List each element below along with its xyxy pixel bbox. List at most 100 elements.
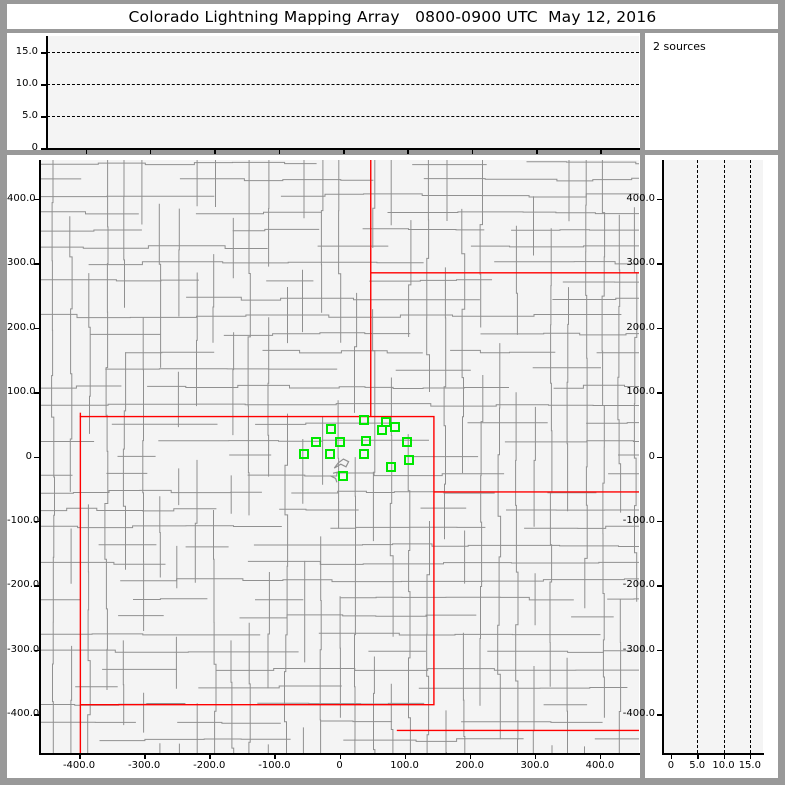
source-marker	[401, 437, 412, 448]
x-tick-label: 400.0	[585, 760, 615, 771]
x-tick-label: -400.0	[62, 760, 96, 771]
plan-view-map-panel: -400.0 -300.0 -200.0 -100.0 0 100.0 200.0 300.0…	[7, 155, 640, 778]
y-tick-label: -200.0	[622, 579, 655, 591]
y-tick-label: 300.0	[7, 257, 36, 269]
x-tick-label: -300.0	[128, 760, 161, 771]
gridline-vertical	[723, 160, 725, 753]
source-count-label: 2 sources	[653, 40, 706, 53]
height-histogram-plot-area[interactable]	[663, 160, 763, 753]
x-tick-label: 0	[667, 760, 675, 771]
x-tick	[214, 148, 216, 154]
source-marker	[390, 421, 401, 432]
source-marker	[404, 454, 415, 465]
x-tick-label: 10.0	[712, 760, 735, 771]
y-tick-label: 400.0	[626, 192, 655, 204]
y-tick-label: 5.0	[22, 110, 38, 121]
y-tick	[657, 327, 663, 330]
x-tick-label: 200.0	[455, 760, 485, 771]
x-tick-label: -200.0	[193, 760, 226, 771]
source-marker	[361, 436, 372, 447]
y-tick	[41, 116, 47, 118]
source-marker	[359, 448, 370, 459]
y-tick-label: -200.0	[7, 579, 40, 591]
source-marker	[385, 462, 396, 473]
y-tick	[657, 456, 663, 458]
time-height-y-axis	[46, 36, 48, 148]
source-marker	[326, 424, 337, 435]
x-tick	[404, 753, 407, 759]
x-tick	[343, 148, 345, 154]
y-tick-label: -100.0	[7, 514, 40, 526]
y-tick-label: 200.0	[626, 321, 655, 333]
source-marker	[359, 414, 370, 425]
y-tick	[34, 392, 40, 394]
y-tick-label: 200.0	[7, 321, 36, 333]
y-tick	[41, 148, 47, 150]
y-tick-label: 15.0	[15, 46, 38, 57]
time-height-plot-area[interactable]	[47, 36, 639, 148]
source-count-panel: 2 sources	[645, 33, 778, 150]
x-tick	[600, 148, 602, 154]
y-tick-label: 0	[648, 450, 655, 462]
x-tick	[144, 753, 146, 759]
gridline-vertical	[749, 160, 751, 753]
source-marker	[299, 448, 310, 459]
y-tick	[34, 714, 40, 716]
time-height-panel: 05.010.015.0-400.0-300.0-200.0-100.00100…	[7, 33, 640, 166]
x-tick	[749, 753, 752, 759]
x-tick	[536, 148, 538, 154]
x-tick	[471, 148, 474, 154]
gridline-horizontal	[47, 84, 639, 85]
gridline-horizontal	[47, 52, 639, 53]
y-tick-label: -400.0	[622, 708, 655, 720]
x-tick	[407, 148, 409, 154]
y-tick-label: 0	[31, 142, 38, 153]
y-tick	[657, 585, 663, 587]
y-tick-label: 0	[25, 450, 32, 462]
x-tick	[670, 753, 673, 759]
y-tick-label: 100.0	[626, 386, 655, 398]
y-tick	[34, 263, 40, 265]
y-tick-label: -300.0	[622, 643, 655, 655]
source-marker	[338, 470, 349, 481]
x-tick	[599, 753, 602, 759]
y-tick	[657, 198, 663, 201]
page-title: Colorado Lightning Mapping Array 0800-09…	[128, 7, 657, 26]
source-marker	[377, 425, 388, 436]
y-tick-label: -300.0	[7, 643, 40, 655]
y-tick	[657, 263, 663, 265]
x-tick-label: 5.0	[689, 760, 706, 771]
source-marker	[335, 436, 346, 447]
y-tick-label: 100.0	[7, 386, 36, 398]
title-bar: Colorado Lightning Mapping Array 0800-09…	[7, 4, 778, 29]
x-tick	[274, 753, 276, 759]
y-tick	[657, 649, 663, 652]
source-marker	[325, 448, 336, 459]
y-tick-label: 300.0	[626, 257, 655, 269]
x-tick-label: 0	[336, 760, 343, 771]
x-tick-label: -100.0	[258, 760, 291, 771]
x-tick-label: 15.0	[738, 760, 761, 771]
y-tick	[34, 585, 40, 587]
x-tick	[339, 753, 341, 759]
gridline-horizontal	[47, 116, 639, 117]
y-tick-label: 400.0	[7, 192, 36, 204]
y-tick-label: -100.0	[622, 514, 655, 526]
plan-view-map-plot-area[interactable]	[40, 160, 639, 753]
x-tick-label: 300.0	[520, 760, 550, 771]
x-tick	[79, 753, 81, 759]
x-tick	[697, 753, 699, 759]
y-tick	[657, 392, 663, 394]
x-tick	[149, 148, 152, 154]
x-tick	[278, 148, 281, 154]
x-tick	[209, 753, 211, 759]
y-tick	[34, 198, 40, 201]
y-tick	[34, 520, 40, 523]
y-tick	[657, 714, 663, 716]
hist-x-axis	[662, 753, 764, 755]
y-tick-label: 10.0	[15, 78, 38, 89]
map-geography	[40, 160, 639, 753]
y-tick	[41, 84, 47, 86]
source-marker	[311, 437, 322, 448]
